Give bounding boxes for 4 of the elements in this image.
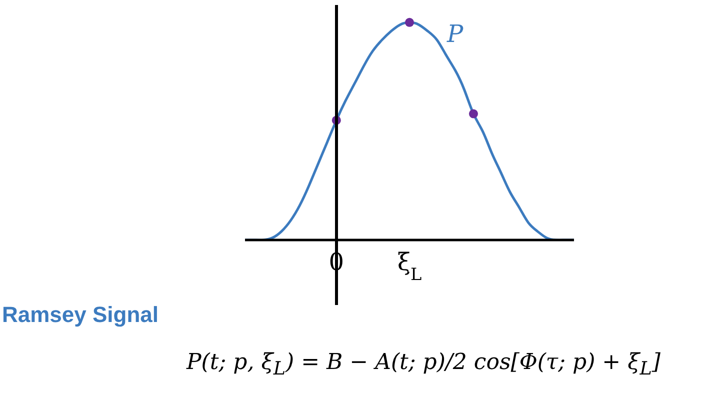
- text: P(t; p, ξ$_{L}$) = B − A(t; p)/2 cos[Φ(τ; p) + ξ$_{L}$]: [185, 350, 662, 380]
- annotation: P: [447, 20, 464, 48]
- x-tick-label: ξ$_{L}$: [397, 248, 422, 284]
- text: Ramsey Signal: [2, 302, 159, 328]
